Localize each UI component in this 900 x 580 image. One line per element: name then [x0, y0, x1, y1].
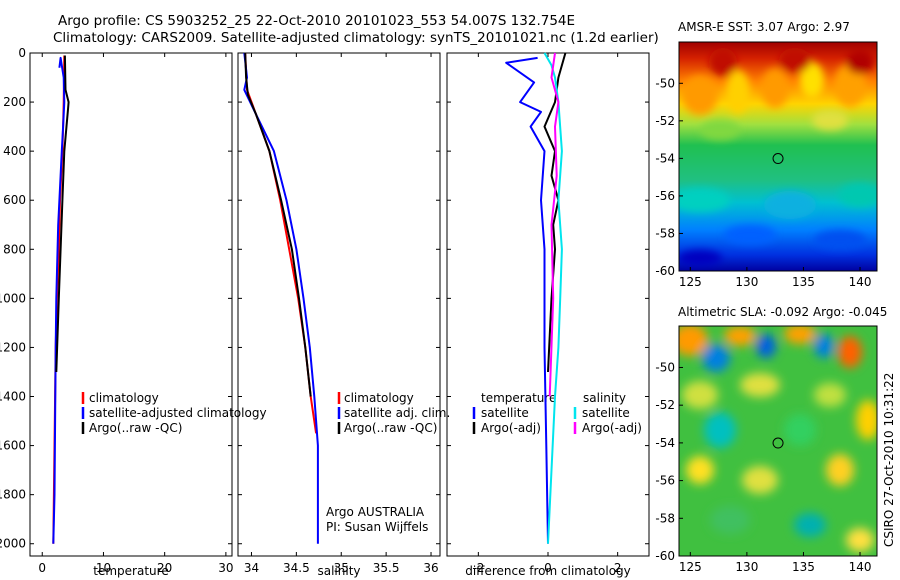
sst-ytick-label: -58 — [655, 226, 675, 240]
sla-xtick-label: 130 — [735, 560, 758, 574]
temperature-ytick-label: 0 — [18, 46, 26, 60]
figure-title-line2: Climatology: CARS2009. Satellite-adjuste… — [53, 30, 659, 46]
salinity-series-satellite-adj-clim — [243, 52, 319, 544]
sla-ytick-label: -60 — [655, 549, 675, 563]
temperature-legend: climatology satellite-adjusted climatolo… — [81, 391, 267, 435]
salinity-xtick-label: 36 — [423, 561, 438, 575]
sst-xtick-label: 140 — [849, 275, 872, 289]
temperature-ytick-label: 1400 — [0, 390, 26, 404]
salinity-series-climatology — [244, 52, 318, 434]
difference-series-salinity-argo-adj — [548, 52, 560, 397]
salinity-annotation-2: PI: Susan Wijffels — [326, 520, 428, 534]
sst-xtick-label: 130 — [735, 275, 758, 289]
temperature-ytick-label: 800 — [3, 242, 26, 256]
difference-xtick-label: 2 — [614, 561, 622, 575]
temperature-ytick-label: 1200 — [0, 340, 26, 354]
temperature-ytick-label: 400 — [3, 144, 26, 158]
salinity-legend-label-satellite: satellite adj. clim. — [344, 406, 450, 420]
side-timestamp: CSIRO 27-Oct-2010 10:31:22 — [882, 373, 896, 547]
difference-panel-frame — [446, 52, 650, 557]
salinity-xtick-label: 35 — [334, 561, 349, 575]
temperature-ytick-label: 200 — [3, 95, 26, 109]
temperature-ytick-label: 600 — [3, 193, 26, 207]
temperature-ytick-label: 2000 — [0, 537, 26, 551]
temperature-series-argo-raw-qc — [55, 55, 70, 373]
sla-ytick-label: -56 — [655, 474, 675, 488]
temperature-ytick-label: 1000 — [0, 291, 26, 305]
sst-xtick-label: 135 — [792, 275, 815, 289]
sst-map-title: AMSR-E SST: 3.07 Argo: 2.97 — [678, 20, 850, 34]
temperature-series-satellite-adjusted-climatology — [52, 56, 66, 544]
sla-heatmap — [679, 326, 877, 556]
sst-map-frame — [678, 41, 878, 272]
figure-title-line1: Argo profile: CS 5903252_25 22-Oct-2010 … — [58, 13, 575, 29]
temperature-xtick-label: 10 — [96, 561, 111, 575]
sst-ytick-label: -56 — [655, 189, 675, 203]
temperature-xtick-label: 20 — [157, 561, 172, 575]
temperature-xtick-label: 30 — [218, 561, 233, 575]
salinity-xlabel: salinity — [317, 564, 360, 578]
sla-ytick-label: -52 — [655, 398, 675, 412]
difference-xlabel: difference from climatology — [465, 564, 631, 578]
difference-series-temperature-argo-adj — [543, 52, 567, 373]
temperature-ytick-label: 1600 — [0, 439, 26, 453]
sst-xtick-label: 125 — [679, 275, 702, 289]
difference-legend-label-temp-argo: Argo(-adj) — [481, 421, 541, 435]
difference-xtick-label: 0 — [544, 561, 552, 575]
sla-ytick-label: -50 — [655, 360, 675, 374]
salinity-xtick-label: 34 — [244, 561, 259, 575]
difference-legend-label-sal-satellite: satellite — [582, 406, 630, 420]
sst-ytick-label: -50 — [655, 76, 675, 90]
temperature-legend-label-satellite: satellite-adjusted climatology — [89, 406, 267, 420]
temperature-xlabel: temperature — [93, 564, 168, 578]
sla-map-frame — [678, 325, 878, 557]
difference-series-temperature-satellite — [505, 56, 549, 544]
salinity-legend: climatology satellite adj. clim. Argo(..… — [337, 391, 450, 435]
salinity-xtick-label: 34.5 — [283, 561, 310, 575]
sst-ytick-label: -52 — [655, 114, 675, 128]
temperature-ytick-label: 1800 — [0, 488, 26, 502]
sst-argo-location-marker — [772, 153, 784, 165]
difference-series-salinity-satellite — [543, 52, 563, 544]
temperature-legend-label-climatology: climatology — [89, 391, 159, 405]
salinity-legend-label-climatology: climatology — [344, 391, 414, 405]
salinity-annotation-1: Argo AUSTRALIA — [326, 505, 425, 519]
difference-legend: temperature salinity satellite Argo(-adj… — [472, 391, 642, 435]
sla-map-title: Altimetric SLA: -0.092 Argo: -0.045 — [678, 305, 887, 319]
temperature-legend-label-argo: Argo(..raw -QC) — [89, 421, 182, 435]
difference-legend-temperature-header: temperature — [481, 391, 556, 405]
salinity-series-argo-raw-qc — [244, 52, 312, 397]
difference-legend-label-temp-satellite: satellite — [481, 406, 529, 420]
sst-ytick-label: -60 — [655, 264, 675, 278]
salinity-panel-frame — [237, 52, 441, 557]
sla-xtick-label: 125 — [679, 560, 702, 574]
sla-ytick-label: -54 — [655, 436, 675, 450]
sla-ytick-label: -58 — [655, 511, 675, 525]
salinity-legend-label-argo: Argo(..raw -QC) — [344, 421, 437, 435]
sst-heatmap — [679, 42, 877, 271]
sla-xtick-label: 135 — [792, 560, 815, 574]
temperature-xtick-label: 0 — [38, 561, 46, 575]
difference-xtick-label: -2 — [472, 561, 484, 575]
sla-argo-location-marker — [772, 437, 784, 449]
salinity-xtick-label: 35.5 — [373, 561, 400, 575]
sla-xtick-label: 140 — [849, 560, 872, 574]
sst-ytick-label: -54 — [655, 151, 675, 165]
difference-legend-salinity-header: salinity — [583, 391, 626, 405]
difference-legend-label-sal-argo: Argo(-adj) — [582, 421, 642, 435]
temperature-panel-frame — [29, 52, 233, 557]
